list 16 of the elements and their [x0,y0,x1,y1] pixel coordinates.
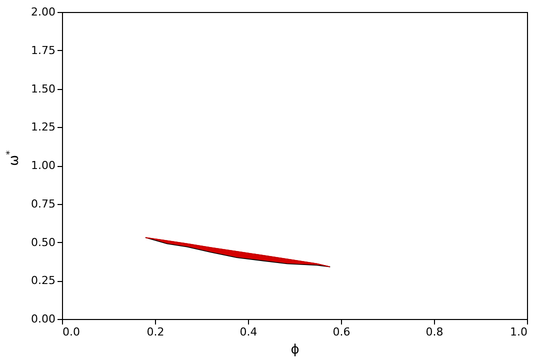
y-tick-label: 0.25 [31,274,56,288]
y-tick-label: 2.00 [31,6,56,18]
x-tick-label: 0.4 [240,326,258,338]
x-axis-title: ϕ [290,342,300,358]
y-tick-label: 1.00 [31,159,56,172]
y-tick-label: 1.25 [31,120,56,134]
x-tick-label: 0.0 [62,326,80,338]
y-tick-label: 0.00 [31,312,56,326]
x-tick-label: 0.2 [146,326,164,338]
x-tick-label: 1.0 [510,326,528,338]
y-tick-label: 1.75 [31,44,56,57]
y-tick-label: 0.75 [31,197,56,210]
y-tick-label: 0.50 [31,236,56,249]
y-tick-label: 1.50 [31,82,56,96]
x-tick-label: 0.8 [426,326,444,338]
x-tick-label: 0.6 [332,326,350,338]
